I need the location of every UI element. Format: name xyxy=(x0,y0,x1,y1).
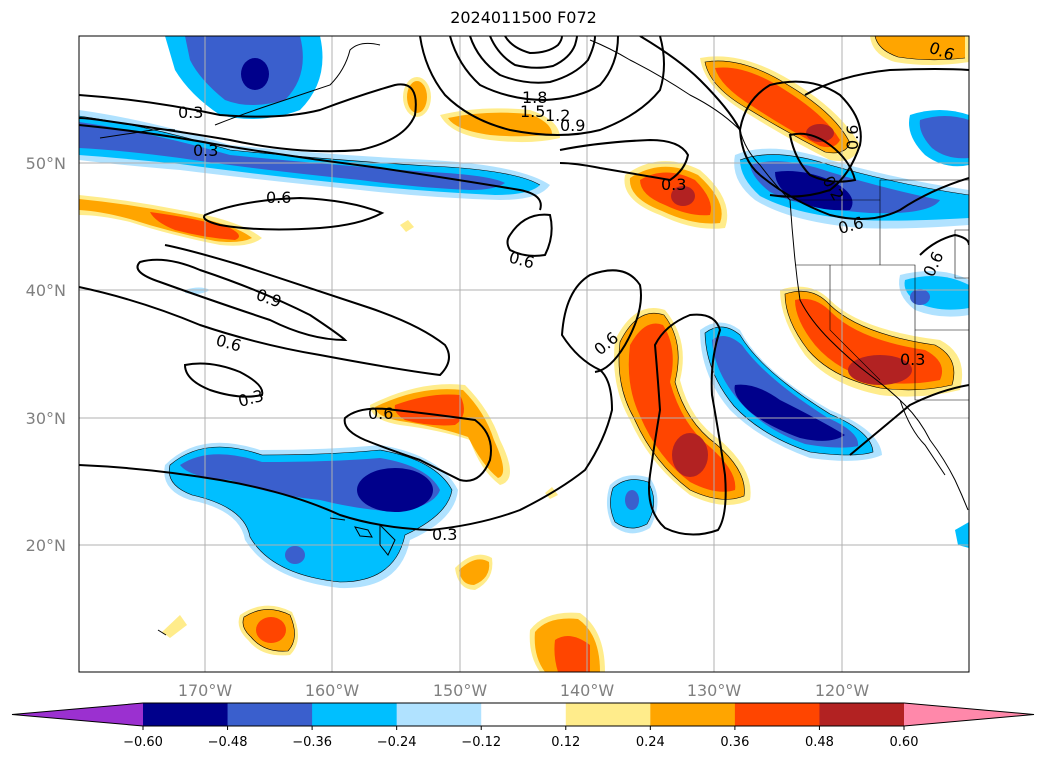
colorbar-extend-min xyxy=(12,703,143,726)
colorbar: −0.60 −0.48 −0.36 −0.24 −0.12 0.12 0.24 0.36 0.4… xyxy=(11,702,1035,750)
contour-label: 0.3 xyxy=(900,350,925,369)
pos-anomaly-top-right xyxy=(870,36,969,65)
map-title: 2024011500 F072 xyxy=(450,8,597,27)
neg-anomaly-22n-136w xyxy=(606,475,658,534)
lon-label-170w: 170°W xyxy=(178,681,233,700)
contour-label: 0.3 xyxy=(193,141,218,160)
neg-anomaly-hawaii xyxy=(164,442,458,589)
neg-anomaly-north-pacific xyxy=(165,36,323,119)
contour-label: 0.6 xyxy=(368,404,393,423)
colorbar-tick-label: −0.12 xyxy=(461,735,501,750)
longitude-axis: 170°W 160°W 150°W 140°W 130°W 120°W xyxy=(178,681,870,700)
contour-label: 1.2 xyxy=(545,106,570,125)
lon-label-140w: 140°W xyxy=(560,681,615,700)
lon-label-160w: 160°W xyxy=(305,681,360,700)
lat-label-20n: 20°N xyxy=(26,536,66,555)
colorbar-segment xyxy=(734,703,820,726)
colorbar-segment xyxy=(143,703,229,726)
pos-anomaly-california xyxy=(780,286,963,397)
lat-label-40n: 40°N xyxy=(26,281,66,300)
colorbar-segment xyxy=(396,703,482,726)
colorbar-segment xyxy=(650,703,736,726)
colorbar-segment xyxy=(819,703,905,726)
map-frame xyxy=(78,35,970,673)
colorbar-tick-label: −0.60 xyxy=(123,735,163,750)
gridlines xyxy=(79,36,969,672)
contour-labels: 0.3 0.3 0.6 0.9 0.6 0.3 0.6 0.3 1.8 1.5 … xyxy=(178,38,957,544)
contour-label: 0.9 xyxy=(560,116,585,135)
pos-anomaly-south-blobs xyxy=(162,220,969,672)
contour-label: 0.3 xyxy=(432,525,457,544)
colorbar-segment xyxy=(227,703,313,726)
contour-label: 0.3 xyxy=(178,103,203,122)
lon-label-130w: 130°W xyxy=(687,681,742,700)
colorbar-tick-label: 0.60 xyxy=(890,735,919,750)
colorbar-tick-label: −0.48 xyxy=(208,735,248,750)
colorbar-tick-label: 0.12 xyxy=(551,735,580,750)
lon-label-120w: 120°W xyxy=(815,681,870,700)
lat-label-50n: 50°N xyxy=(26,154,66,173)
lon-label-150w: 150°W xyxy=(433,681,488,700)
pos-anomaly-band-west xyxy=(79,195,262,246)
colorbar-segment xyxy=(312,703,398,726)
latitude-axis: 50°N 40°N 30°N 20°N xyxy=(26,154,66,555)
pos-anomaly-central-diagonal xyxy=(614,308,751,505)
pos-anomaly-gulf-alaska xyxy=(700,56,860,161)
colorbar-segment xyxy=(565,703,651,726)
lat-label-30n: 30°N xyxy=(26,409,66,428)
colorbar-tick-label: −0.24 xyxy=(377,735,417,750)
colorbar-tick-label: −0.36 xyxy=(292,735,332,750)
borders xyxy=(790,179,969,401)
contour-lines xyxy=(79,36,969,536)
neg-anomaly-central-diagonal xyxy=(700,322,882,461)
contour-label: 1.8 xyxy=(522,88,547,107)
colorbar-segment xyxy=(481,703,567,726)
contour-label: 0.3 xyxy=(661,175,686,194)
colorbar-tick-label: 0.48 xyxy=(805,735,834,750)
colorbar-tick-label: 0.24 xyxy=(636,735,665,750)
colorbar-tick-label: 0.36 xyxy=(720,735,749,750)
contour-label: 0.6 xyxy=(266,188,291,207)
pos-anomaly-central-ne xyxy=(624,161,728,229)
neg-anomaly-great-basin xyxy=(899,271,969,317)
colorbar-extend-max xyxy=(904,703,1034,726)
contour-label: 0.6 xyxy=(843,125,862,150)
contour-label: 1.5 xyxy=(520,102,545,121)
